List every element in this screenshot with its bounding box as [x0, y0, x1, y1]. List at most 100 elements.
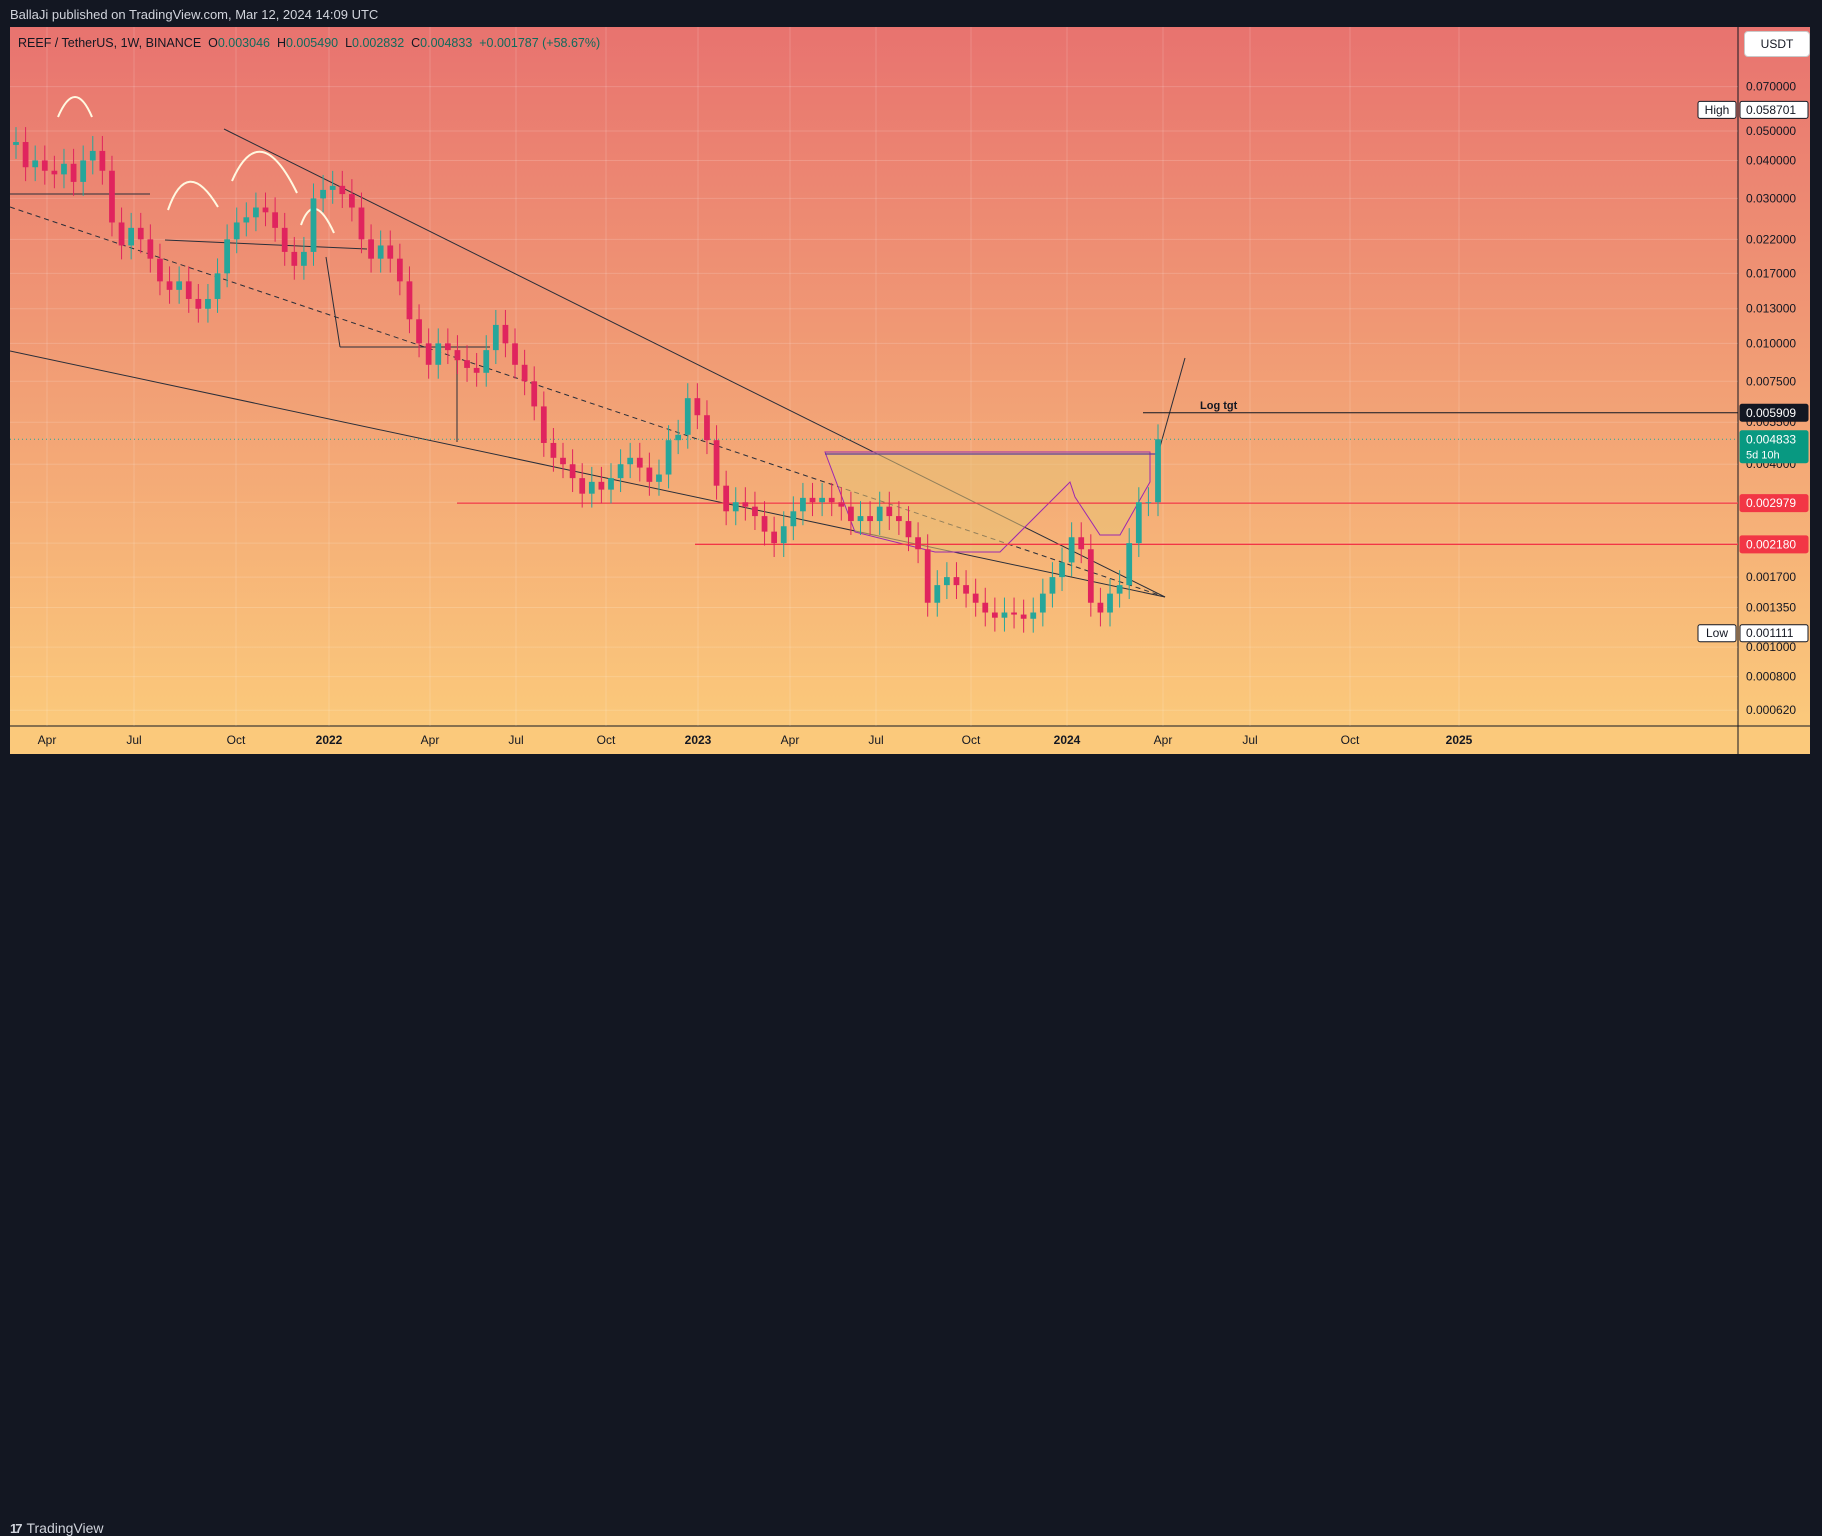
price-label-box	[1739, 494, 1809, 513]
candle-body	[310, 198, 317, 252]
candle-body	[502, 324, 509, 344]
price-label-value: 0.058701	[1746, 103, 1796, 117]
y-tick-label: 0.030000	[1746, 191, 1796, 205]
currency-button[interactable]: USDT	[1744, 31, 1810, 57]
candle-body	[943, 577, 950, 586]
candle-body	[214, 273, 221, 299]
candle-body	[396, 258, 403, 282]
y-tick-label: 0.001350	[1746, 601, 1796, 615]
candle-body	[531, 381, 538, 407]
y-tick-label: 0.007500	[1746, 374, 1796, 388]
candle-body	[185, 281, 192, 299]
candle-body	[22, 142, 29, 168]
candle-body	[569, 464, 576, 479]
candle-body	[61, 163, 67, 175]
plot-background	[10, 27, 1738, 726]
y-tick-label: 0.000800	[1746, 670, 1796, 684]
candle-body	[982, 602, 989, 613]
candle-body	[694, 398, 701, 416]
candle-body	[1039, 593, 1046, 613]
x-tick-label: Jul	[508, 733, 523, 747]
candle-body	[819, 497, 825, 503]
high-value: 0.005490	[285, 36, 339, 50]
tradingview-brand[interactable]: 17 TradingView	[10, 1520, 104, 1536]
price-scale-background	[1738, 27, 1810, 726]
candle-body	[157, 258, 163, 282]
candle-body	[80, 160, 87, 182]
candle-body	[972, 593, 979, 603]
x-tick-label: Oct	[597, 733, 616, 747]
x-tick-label: Apr	[1154, 733, 1173, 747]
candle-body	[137, 227, 144, 240]
candle-body	[291, 251, 298, 266]
candle-body	[838, 502, 845, 507]
price-label-countdown: 5d 10h	[1746, 449, 1780, 461]
candle-body	[51, 170, 58, 175]
y-tick-label: 0.040000	[1746, 153, 1796, 167]
candle-body	[1097, 602, 1104, 613]
candle-body	[329, 185, 336, 190]
y-tick-label: 0.070000	[1746, 80, 1796, 94]
symbol-name: REEF / TetherUS, 1W, BINANCE	[18, 36, 202, 50]
candle-body	[281, 227, 288, 252]
candle-body	[828, 497, 835, 503]
x-tick-label: Oct	[227, 733, 246, 747]
candle-body	[416, 319, 422, 344]
candle-body	[32, 160, 39, 168]
price-label-box	[1739, 100, 1809, 119]
price-tag-box	[1697, 624, 1737, 643]
price-tag-label: Low	[1706, 626, 1728, 640]
candle-body	[1116, 585, 1123, 594]
candle-body	[339, 185, 346, 195]
annotation-log-tgt: Log tgt	[1200, 400, 1238, 412]
candle-body	[857, 516, 864, 522]
candle-body	[665, 440, 672, 475]
x-tick-label: Jul	[1242, 733, 1257, 747]
candle-body	[963, 585, 969, 594]
candle-body	[953, 577, 960, 586]
candle-body	[675, 434, 682, 441]
candle-body	[646, 467, 653, 482]
price-label-box	[1739, 430, 1809, 464]
chart-frame[interactable]: Apr Jul Oct 2022 Apr Jul Oct 2023 Apr Jul Oct 2024 A…	[10, 27, 1810, 754]
y-tick-label: 0.013000	[1746, 302, 1796, 316]
arc-2	[167, 180, 219, 211]
falling-wedge-lower-line	[10, 350, 1166, 598]
bottom-bar: 17 TradingView	[0, 754, 1822, 1536]
candle-body	[656, 474, 662, 482]
candle-body	[790, 511, 797, 527]
candle-body	[1011, 612, 1017, 615]
candle-body	[1107, 593, 1113, 613]
open-value: 0.003046	[217, 36, 270, 50]
candle-body	[1068, 537, 1075, 563]
candle-body	[848, 506, 854, 522]
candle-body	[521, 364, 528, 382]
candle-body	[588, 481, 595, 494]
candle-body	[99, 150, 106, 171]
measured-move-1	[325, 256, 341, 348]
candle-body	[425, 343, 432, 365]
price-label-value: 0.001111	[1746, 626, 1794, 640]
candle-body	[41, 160, 48, 171]
x-tick-label: 2024	[1054, 733, 1081, 747]
candle-body	[13, 142, 19, 145]
y-tick-label: 0.022000	[1746, 232, 1796, 246]
candle-body	[560, 457, 566, 465]
arc-1	[57, 96, 93, 118]
price-label-value: 0.002180	[1746, 537, 1796, 551]
target-projection-line	[1157, 357, 1186, 455]
candle-body	[915, 537, 921, 550]
candle-body	[684, 398, 691, 435]
x-tick-label: Oct	[962, 733, 981, 747]
x-tick-label: 2023	[685, 733, 712, 747]
candle-body	[118, 222, 125, 246]
candle-body	[301, 251, 307, 266]
candle-body	[320, 189, 326, 199]
top-bar: BallaJi published on TradingView.com, Ma…	[0, 0, 1822, 27]
price-chart[interactable]: Apr Jul Oct 2022 Apr Jul Oct 2023 Apr Jul Oct 2024 A…	[10, 27, 1810, 754]
candle-body	[444, 343, 451, 351]
candle-body	[147, 239, 154, 259]
price-tag-box	[1697, 100, 1737, 119]
candle-body	[243, 217, 250, 223]
candle-body	[1078, 537, 1085, 550]
